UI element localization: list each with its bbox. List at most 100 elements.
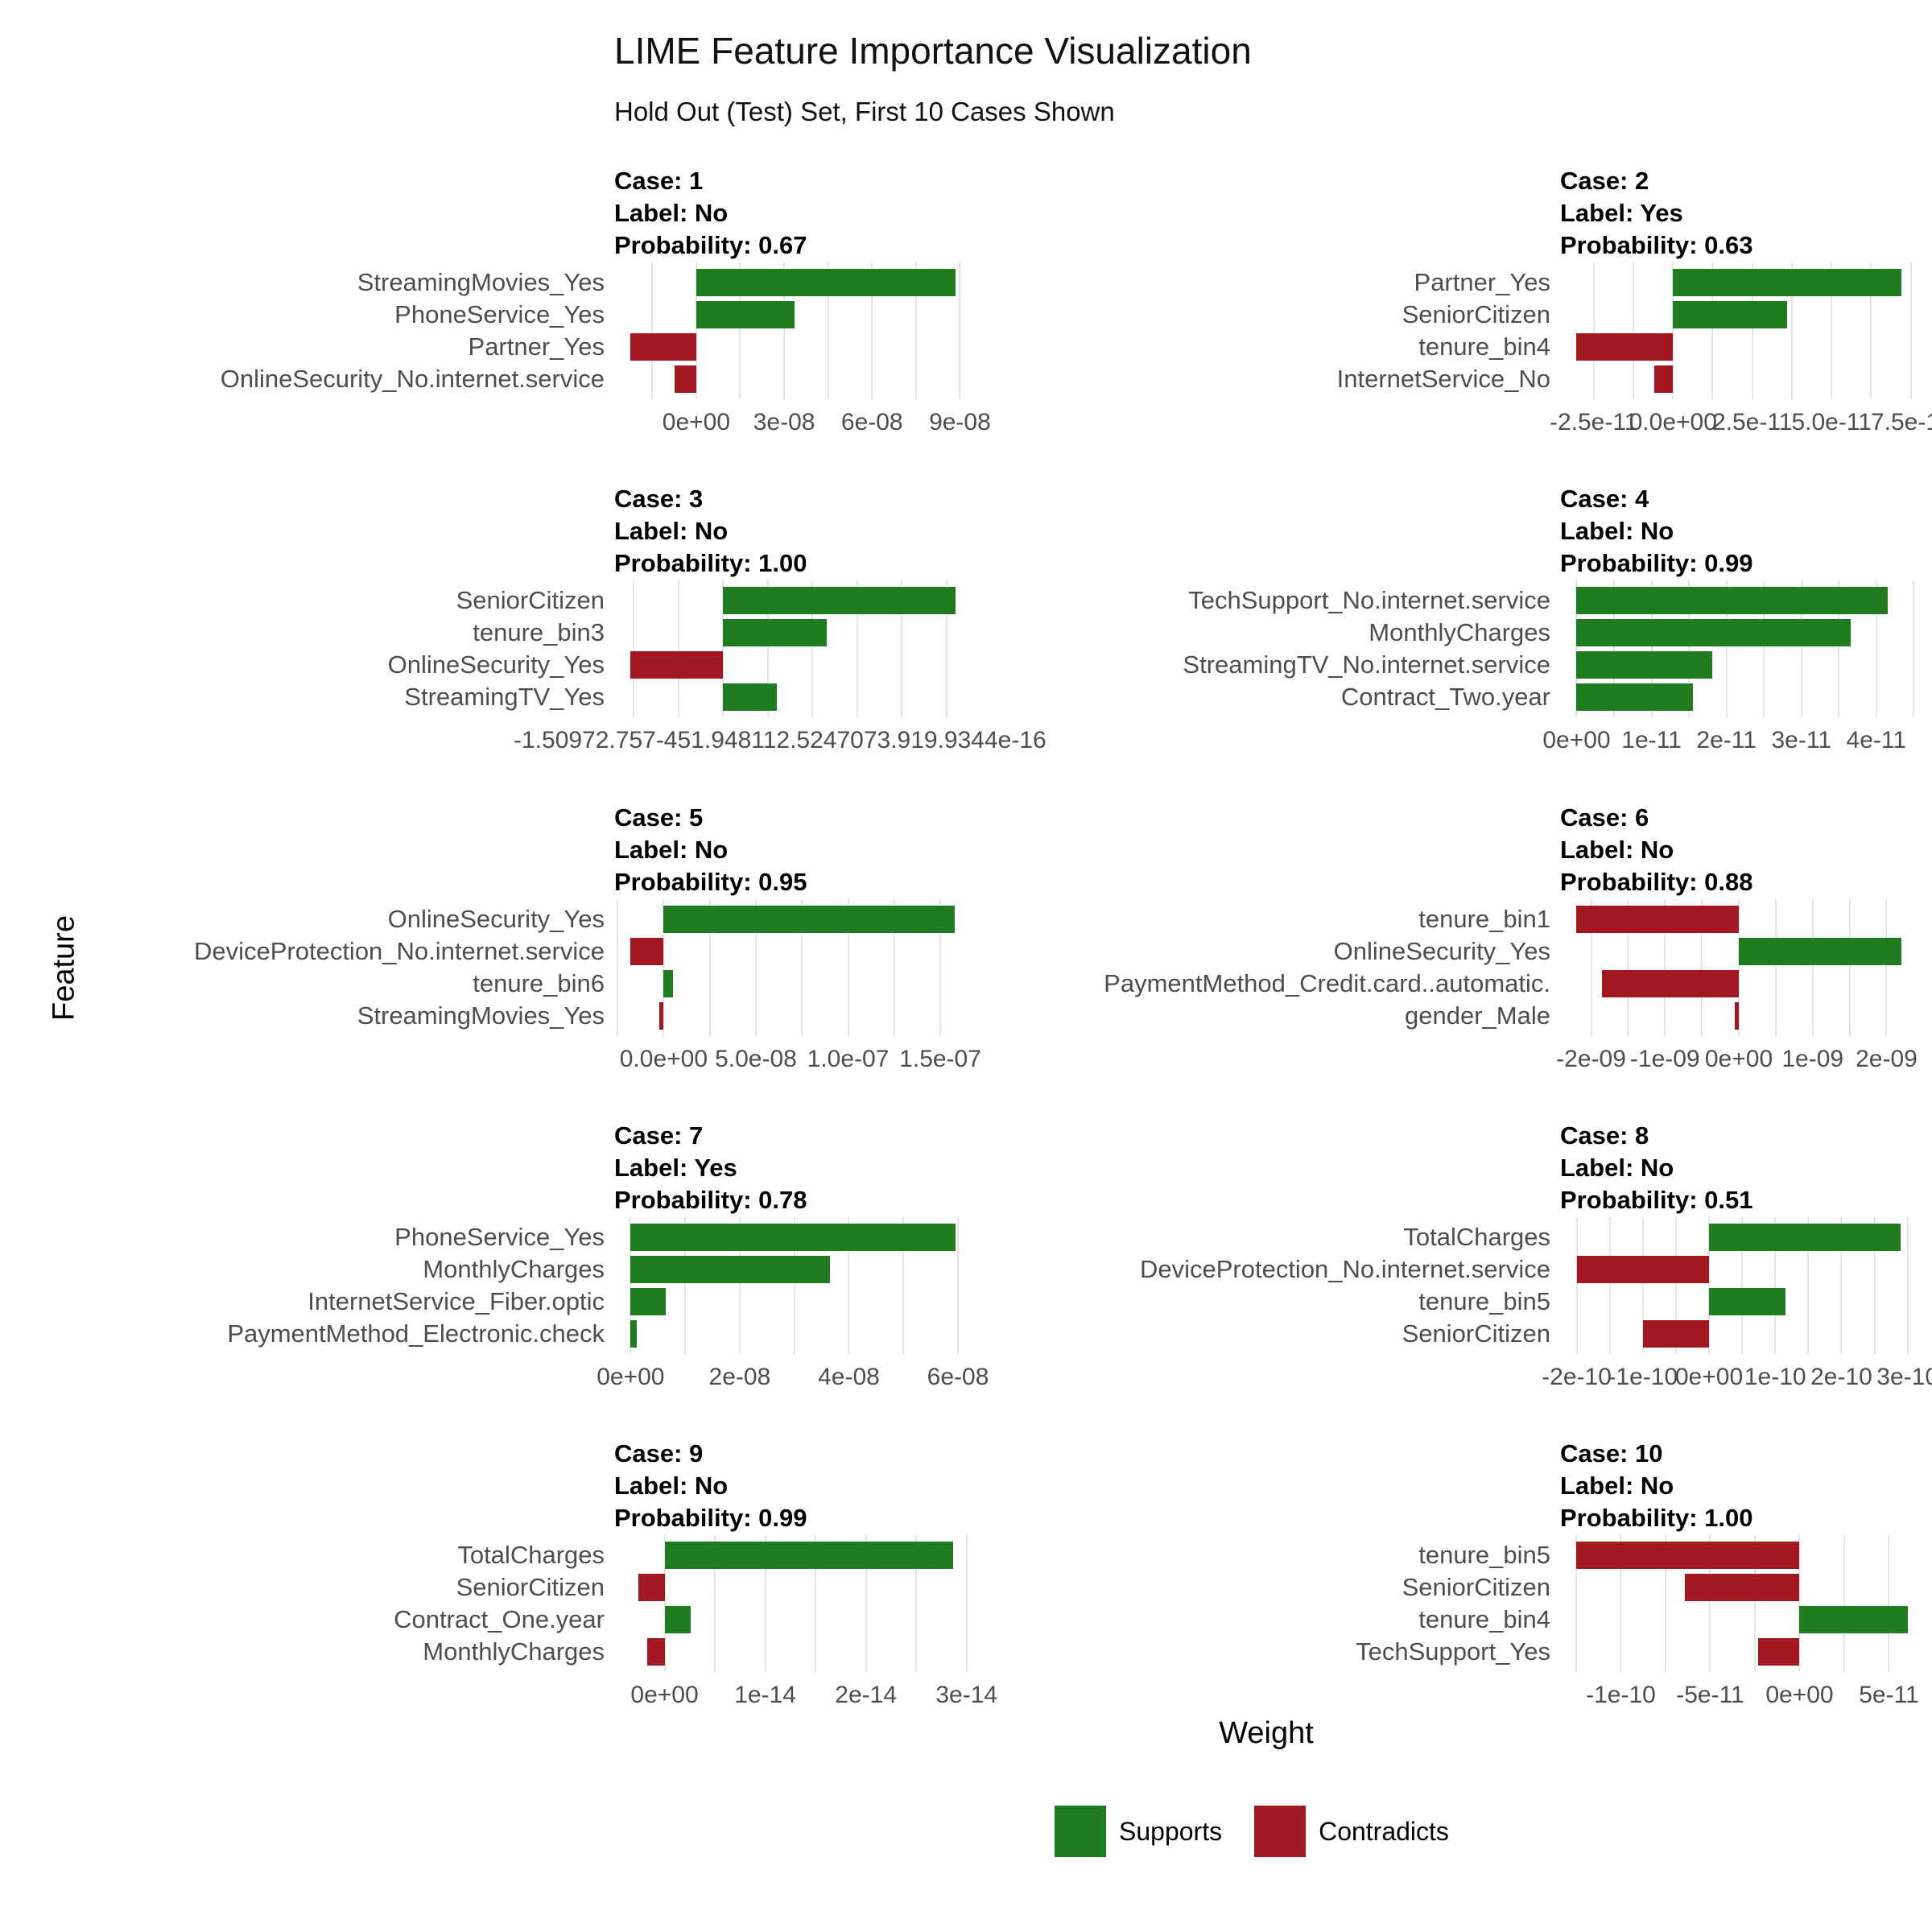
- feature-label: SeniorCitizen: [1402, 1573, 1550, 1601]
- bar-supports: [1576, 619, 1852, 646]
- plot-panel: [614, 262, 972, 399]
- bar-contradicts: [1685, 1574, 1800, 1601]
- facet-strip: Case: 6 Label: No Probability: 0.88: [1560, 802, 1752, 898]
- gridline: [754, 899, 757, 1036]
- bar-contradicts: [630, 333, 696, 361]
- strip-label-line: Label: Yes: [614, 1154, 737, 1182]
- plot-panel: [614, 1217, 972, 1354]
- strip-label-line: Label: No: [1560, 517, 1674, 545]
- feature-label: MonthlyCharges: [423, 1255, 605, 1283]
- plot-panel: [614, 1535, 972, 1672]
- strip-label-line: Label: No: [1560, 1472, 1674, 1500]
- gridline: [677, 580, 679, 717]
- gridline: [766, 580, 769, 717]
- gridline: [1807, 1217, 1810, 1354]
- x-tick-label: 5.0e-08: [715, 1046, 797, 1072]
- x-tick-label: 0.0e+00: [619, 1046, 708, 1072]
- facet-case-9: Case: 9 Label: No Probability: 0.99 TotalCh…: [0, 1438, 997, 1753]
- strip-case-line: Case: 7: [614, 1121, 704, 1150]
- supports-swatch: [1055, 1806, 1106, 1857]
- gridline: [1725, 580, 1728, 717]
- strip-label-line: Label: No: [614, 1472, 729, 1500]
- feature-label: OnlineSecurity_Yes: [387, 650, 605, 679]
- facet-case-2: Case: 2 Label: Yes Probability: 0.63 Partne…: [946, 165, 1932, 481]
- gridline: [722, 580, 724, 717]
- bar-supports: [663, 970, 673, 997]
- facet-strip: Case: 1 Label: No Probability: 0.67: [614, 165, 807, 262]
- strip-probability-line: Probability: 0.78: [614, 1186, 807, 1214]
- feature-label: TechSupport_Yes: [1356, 1637, 1550, 1666]
- x-tick-label: 7.5e-11: [1870, 409, 1932, 436]
- facet-case-8: Case: 8 Label: No Probability: 0.51 TotalCh…: [946, 1120, 1932, 1435]
- x-tick-label: 5e-11: [1859, 1682, 1919, 1708]
- strip-probability-line: Probability: 0.99: [614, 1504, 807, 1532]
- strip-probability-line: Probability: 0.63: [1560, 231, 1753, 259]
- x-tick-label: 0e+00: [662, 409, 731, 436]
- strip-probability-line: Probability: 0.51: [1560, 1186, 1753, 1214]
- bar-contradicts: [630, 938, 664, 965]
- gridline: [1848, 899, 1851, 1036]
- gridline: [764, 1535, 766, 1672]
- plot-panel: [1560, 580, 1918, 717]
- gridline: [848, 1217, 850, 1354]
- x-tick-label: 4e-11: [1846, 727, 1907, 753]
- feature-label: TotalCharges: [457, 1541, 605, 1569]
- strip-case-line: Case: 8: [1560, 1121, 1649, 1150]
- bar-supports: [663, 906, 956, 933]
- gridline: [901, 580, 903, 717]
- feature-label: StreamingMovies_Yes: [357, 1001, 605, 1030]
- x-tick-label: 3e-14: [935, 1682, 998, 1708]
- gridline: [1627, 899, 1629, 1036]
- x-tick-label: 3e-10: [1876, 1364, 1932, 1390]
- feature-label: tenure_bin1: [1418, 905, 1550, 933]
- x-tick-label: 2e-10: [1810, 1364, 1872, 1390]
- gridline: [856, 580, 858, 717]
- strip-probability-line: Probability: 1.00: [614, 549, 807, 577]
- gridline: [959, 262, 961, 399]
- x-tick-label: 2e-09: [1856, 1046, 1918, 1072]
- strip-label-line: Label: No: [614, 517, 729, 545]
- x-tick-label: 1e-11: [1621, 727, 1682, 753]
- plot-panel: [1560, 262, 1918, 399]
- gridline: [617, 899, 619, 1036]
- facet-case-3: Case: 3 Label: No Probability: 1.00 SeniorC…: [0, 483, 1046, 799]
- feature-label: PhoneService_Yes: [394, 300, 605, 328]
- x-tick-label: -1e-10: [1586, 1682, 1656, 1708]
- gridline: [847, 899, 849, 1036]
- gridline: [1738, 899, 1740, 1036]
- strip-probability-line: Probability: 0.99: [1560, 549, 1753, 577]
- x-tick-label: 1e-14: [734, 1682, 796, 1708]
- gridline: [684, 1217, 687, 1354]
- bar-contradicts: [638, 1574, 665, 1601]
- page-title: LIME Feature Importance Visualization: [614, 30, 1252, 72]
- gridline: [801, 899, 803, 1036]
- bar-supports: [630, 1256, 830, 1283]
- gridline: [1774, 899, 1777, 1036]
- feature-label: tenure_bin4: [1418, 332, 1550, 361]
- strip-case-line: Case: 5: [614, 803, 704, 832]
- facet-case-1: Case: 1 Label: No Probability: 0.67 Streami…: [0, 165, 991, 481]
- feature-label: OnlineSecurity_Yes: [1333, 937, 1550, 965]
- gridline: [1843, 1535, 1845, 1672]
- gridline: [1763, 580, 1765, 717]
- gridline: [1688, 580, 1690, 717]
- bar-supports: [664, 1542, 954, 1569]
- feature-label: tenure_bin6: [473, 969, 605, 997]
- bar-supports: [1673, 269, 1901, 296]
- bar-supports: [1739, 938, 1901, 965]
- feature-label: SeniorCitizen: [1402, 1319, 1550, 1348]
- gridline: [1708, 1217, 1710, 1354]
- x-tick-label: 1e-10: [1744, 1364, 1806, 1390]
- gridline: [739, 262, 741, 399]
- x-tick-label: -2e-09: [1556, 1046, 1626, 1072]
- facet-case-10: Case: 10 Label: No Probability: 1.00 tenure…: [946, 1438, 1919, 1753]
- gridline: [915, 1535, 918, 1672]
- feature-label: Partner_Yes: [1414, 268, 1550, 296]
- feature-label: Contract_One.year: [394, 1605, 605, 1633]
- feature-label: SeniorCitizen: [1402, 300, 1550, 328]
- gridline: [1741, 1217, 1744, 1354]
- feature-label: OnlineSecurity_Yes: [387, 905, 605, 933]
- bar-supports: [1576, 651, 1712, 679]
- x-tick-label: 0e+00: [630, 1682, 699, 1708]
- gridline: [1672, 262, 1674, 399]
